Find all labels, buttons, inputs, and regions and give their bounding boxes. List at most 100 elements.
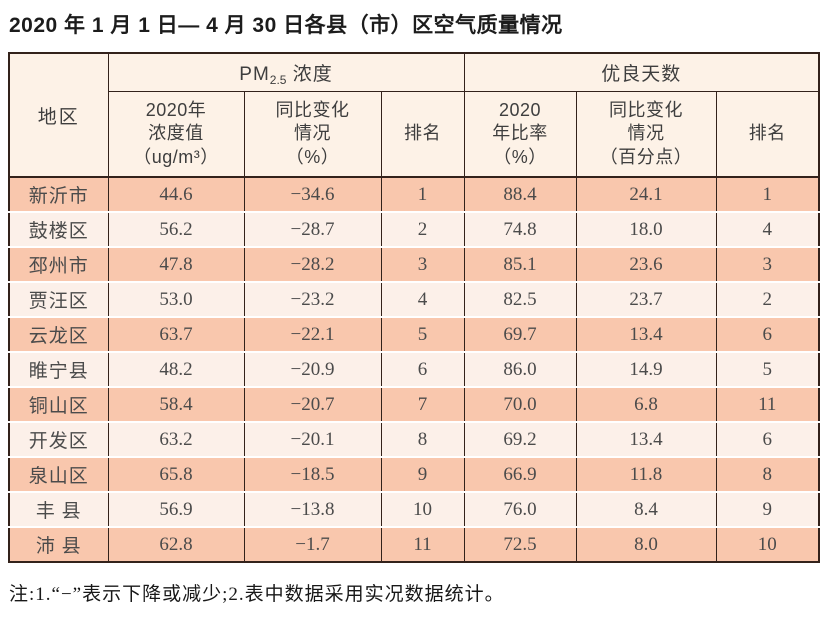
footnote: 注:1.“−”表示下降或减少;2.表中数据采用实况数据统计。 [9, 584, 505, 605]
good-rank-cell: 11 [715, 386, 820, 422]
pm-rank-cell: 6 [380, 351, 465, 387]
table-row: 邳州市 47.8 −28.2 3 85.1 23.6 3 [8, 246, 820, 282]
region-cell: 泉山区 [8, 456, 109, 492]
table-row: 泉山区 65.8 −18.5 9 66.9 11.8 8 [8, 456, 820, 492]
pm-change-cell: −1.7 [243, 526, 382, 562]
good-change-cell: 11.8 [575, 456, 717, 492]
region-cell: 沛 县 [8, 526, 109, 562]
column-group-pm25: PM2.5 浓度 [107, 52, 465, 92]
pm-change-cell: −20.9 [243, 351, 382, 387]
region-cell: 邳州市 [8, 246, 109, 282]
good-rank-cell: 3 [715, 246, 820, 282]
table-row: 贾汪区 53.0 −23.2 4 82.5 23.7 2 [8, 281, 820, 317]
page-title: 2020 年 1 月 1 日— 4 月 30 日各县（市）区空气质量情况 [9, 14, 563, 37]
good-rate-cell: 72.5 [463, 526, 577, 562]
good-change-cell: 13.4 [575, 421, 717, 457]
table-row: 铜山区 58.4 −20.7 7 70.0 6.8 11 [8, 386, 820, 422]
good-change-cell: 13.4 [575, 316, 717, 352]
pm-value-cell: 63.2 [107, 421, 245, 457]
good-rate-cell: 76.0 [463, 491, 577, 527]
pm-rank-cell: 7 [380, 386, 465, 422]
good-rate-cell: 69.7 [463, 316, 577, 352]
good-rate-cell: 74.8 [463, 211, 577, 247]
good-rank-cell: 8 [715, 456, 820, 492]
pm-rank-cell: 2 [380, 211, 465, 247]
good-rate-cell: 66.9 [463, 456, 577, 492]
column-group-good-days: 优良天数 [463, 52, 820, 92]
pm-value-cell: 63.7 [107, 316, 245, 352]
pm-change-cell: −18.5 [243, 456, 382, 492]
good-rate-cell: 82.5 [463, 281, 577, 317]
pm-value-cell: 47.8 [107, 246, 245, 282]
pm25-subscript: 2.5 [269, 72, 287, 87]
pm-value-cell: 58.4 [107, 386, 245, 422]
good-rank-cell: 1 [715, 176, 820, 212]
pm-rank-cell: 1 [380, 176, 465, 212]
region-cell: 开发区 [8, 421, 109, 457]
pm-value-cell: 56.9 [107, 491, 245, 527]
good-change-cell: 24.1 [575, 176, 717, 212]
table-body: 新沂市 44.6 −34.6 1 88.4 24.1 1 鼓楼区 56.2 −2… [8, 176, 820, 562]
good-rank-cell: 4 [715, 211, 820, 247]
good-rank-cell: 5 [715, 351, 820, 387]
region-cell: 铜山区 [8, 386, 109, 422]
pm-value-cell: 53.0 [107, 281, 245, 317]
good-rank-cell: 2 [715, 281, 820, 317]
pm-rank-cell: 3 [380, 246, 465, 282]
pm-rank-cell: 9 [380, 456, 465, 492]
region-cell: 睢宁县 [8, 351, 109, 387]
region-cell: 云龙区 [8, 316, 109, 352]
good-change-cell: 8.0 [575, 526, 717, 562]
pm-value-cell: 44.6 [107, 176, 245, 212]
column-header-good-change: 同比变化 情况 （百分点） [575, 91, 717, 178]
region-cell: 丰 县 [8, 491, 109, 527]
good-rate-cell: 88.4 [463, 176, 577, 212]
good-rank-cell: 9 [715, 491, 820, 527]
region-cell: 贾汪区 [8, 281, 109, 317]
good-rate-cell: 85.1 [463, 246, 577, 282]
table-row: 沛 县 62.8 −1.7 11 72.5 8.0 10 [8, 526, 820, 562]
pm-rank-cell: 5 [380, 316, 465, 352]
pm-change-cell: −23.2 [243, 281, 382, 317]
table-row: 睢宁县 48.2 −20.9 6 86.0 14.9 5 [8, 351, 820, 387]
header-group-row: 地区 PM2.5 浓度 优良天数 [8, 52, 820, 178]
pm-rank-cell: 11 [380, 526, 465, 562]
good-rank-cell: 10 [715, 526, 820, 562]
good-rate-cell: 70.0 [463, 386, 577, 422]
region-cell: 鼓楼区 [8, 211, 109, 247]
good-change-cell: 18.0 [575, 211, 717, 247]
pm-change-cell: −22.1 [243, 316, 382, 352]
pm25-label: PM [239, 63, 270, 85]
pm-rank-cell: 8 [380, 421, 465, 457]
good-rank-cell: 6 [715, 421, 820, 457]
table-row: 新沂市 44.6 −34.6 1 88.4 24.1 1 [8, 176, 820, 212]
pm-rank-cell: 10 [380, 491, 465, 527]
table-row: 鼓楼区 56.2 −28.7 2 74.8 18.0 4 [8, 211, 820, 247]
pm-value-cell: 56.2 [107, 211, 245, 247]
pm-value-cell: 65.8 [107, 456, 245, 492]
air-quality-table: 地区 PM2.5 浓度 优良天数 2020年 浓度值 （ug/m³） 同比变化 … [8, 52, 821, 563]
column-header-good-rate: 2020 年比率 （%） [463, 91, 577, 178]
table-header: 地区 PM2.5 浓度 优良天数 2020年 浓度值 （ug/m³） 同比变化 … [8, 52, 820, 178]
column-header-pm-rank: 排名 [380, 91, 465, 178]
pm25-label-suffix: 浓度 [286, 63, 333, 85]
good-change-cell: 14.9 [575, 351, 717, 387]
table-row: 丰 县 56.9 −13.8 10 76.0 8.4 9 [8, 491, 820, 527]
region-cell: 新沂市 [8, 176, 109, 212]
good-change-cell: 23.7 [575, 281, 717, 317]
pm-change-cell: −13.8 [243, 491, 382, 527]
pm-value-cell: 62.8 [107, 526, 245, 562]
header-sub-row: 2020年 浓度值 （ug/m³） 同比变化 情况 （%） 排名 2020 年比… [9, 91, 820, 178]
pm-change-cell: −20.7 [243, 386, 382, 422]
column-header-pm-value: 2020年 浓度值 （ug/m³） [107, 91, 245, 178]
pm-value-cell: 48.2 [107, 351, 245, 387]
good-rank-cell: 6 [715, 316, 820, 352]
table-row: 云龙区 63.7 −22.1 5 69.7 13.4 6 [8, 316, 820, 352]
pm-change-cell: −34.6 [243, 176, 382, 212]
pm-change-cell: −20.1 [243, 421, 382, 457]
pm-change-cell: −28.2 [243, 246, 382, 282]
pm-rank-cell: 4 [380, 281, 465, 317]
good-rate-cell: 69.2 [463, 421, 577, 457]
good-change-cell: 8.4 [575, 491, 717, 527]
